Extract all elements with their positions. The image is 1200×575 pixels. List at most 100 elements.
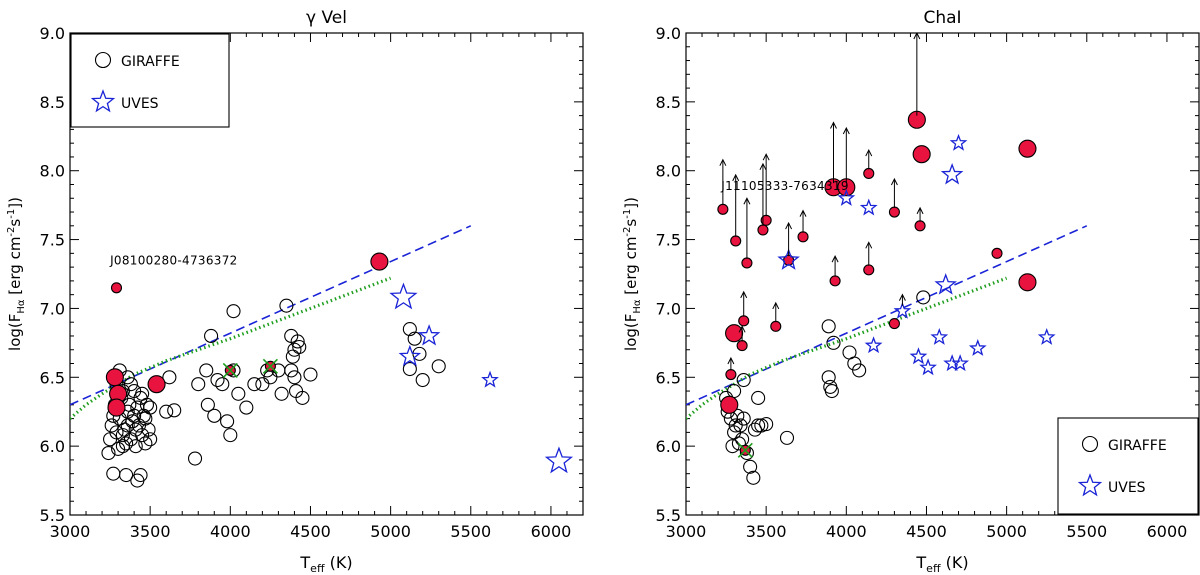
y-tick-label: 9.0 <box>656 24 681 43</box>
panel-chai: ChaI 3000 3500 4000 4500 5000 5500 6000 5.5 6.0 6.… <box>622 8 1200 575</box>
giraffe-point <box>187 451 203 466</box>
uves-point <box>837 188 856 206</box>
giraffe-point <box>728 418 743 433</box>
legend-circle-marker <box>1081 435 1099 453</box>
giraffe-point <box>143 432 158 447</box>
giraffe-point <box>117 422 132 437</box>
uves-point <box>777 248 800 270</box>
giraffe-point <box>115 428 130 443</box>
accretor-point <box>863 167 875 180</box>
arrow-head <box>865 148 873 157</box>
x-tick-label: 4000 <box>210 522 251 541</box>
accretor-point <box>741 257 753 269</box>
giraffe-point <box>736 372 751 388</box>
arrow-head <box>743 197 751 205</box>
giraffe-point <box>101 445 116 461</box>
y-tick-label: 6.0 <box>656 437 681 456</box>
panel-gamma-vel: γ Vel 3000 3500 4000 4500 5000 5500 6000 5.5 6.0 6… <box>6 8 584 575</box>
uves-point <box>544 446 574 474</box>
data-layer <box>70 225 574 488</box>
accretor-point <box>110 282 123 294</box>
accretor-point <box>105 368 124 387</box>
giraffe-point <box>736 411 751 426</box>
giraffe-point <box>159 404 174 419</box>
chart-title: ChaI <box>923 8 961 28</box>
giraffe-point <box>415 372 430 388</box>
dashed-threshold-line <box>70 225 472 406</box>
y-axis-label: log(FHα [erg cm-2s-1]) <box>622 197 643 351</box>
giraffe-point <box>746 470 761 485</box>
arrow-head <box>785 221 793 230</box>
giraffe-point <box>303 367 318 382</box>
accretor-point <box>147 375 166 394</box>
giraffe-point <box>239 400 254 415</box>
y-tick-label: 7.0 <box>40 299 65 318</box>
legend-label-giraffe: GIRAFFE <box>121 54 180 70</box>
dashed-threshold-line <box>686 225 1088 406</box>
giraffe-point <box>733 418 748 433</box>
accretor-point <box>912 145 931 164</box>
uves-point <box>893 301 912 319</box>
x-tick-label: 3000 <box>666 522 707 541</box>
accretor-point <box>725 324 744 343</box>
giraffe-point <box>743 459 758 474</box>
giraffe-point <box>759 417 774 432</box>
giraffe-point <box>285 349 300 364</box>
y-tick-label: 7.5 <box>656 231 681 250</box>
giraffe-point <box>135 386 150 401</box>
arrow-head <box>732 173 740 182</box>
giraffe-point <box>215 377 230 392</box>
giraffe-point <box>109 425 124 440</box>
giraffe-point <box>287 370 302 385</box>
giraffe-point <box>730 408 745 423</box>
y-tick-label: 9.0 <box>40 24 65 43</box>
uves-point <box>919 358 937 376</box>
uves-point <box>968 339 987 356</box>
giraffe-point <box>220 414 235 429</box>
giraffe-point <box>191 377 206 392</box>
giraffe-point <box>725 439 740 454</box>
x-tick-label: 3500 <box>130 522 171 541</box>
green-cross-marker <box>262 358 278 374</box>
giraffe-point <box>727 384 742 399</box>
arrow-head <box>913 33 921 40</box>
y-tick-label: 7.5 <box>40 231 65 250</box>
giraffe-point <box>138 436 153 451</box>
dotted-threshold-line <box>686 276 1008 420</box>
giraffe-point <box>138 411 153 426</box>
giraffe-point <box>402 322 417 337</box>
arrow-head <box>842 126 850 135</box>
giraffe-point <box>104 418 119 433</box>
giraffe-point <box>407 331 422 346</box>
giraffe-point <box>162 370 177 385</box>
arrow-head <box>865 241 873 249</box>
x-tick-label: 6000 <box>531 522 572 541</box>
giraffe-point <box>290 334 305 349</box>
green-cross-marker <box>222 362 238 378</box>
uves-point <box>864 336 883 354</box>
y-tick-label: 8.5 <box>40 93 65 112</box>
arrow-head <box>759 162 767 171</box>
arrow-head <box>738 325 746 333</box>
giraffe-point <box>231 386 246 401</box>
uves-point <box>417 324 441 346</box>
giraffe-point <box>210 372 225 388</box>
y-axis-label: log(FHα [erg cm-2s-1]) <box>6 197 27 351</box>
giraffe-point <box>128 422 143 437</box>
giraffe-point <box>731 436 746 451</box>
accretor-point <box>720 395 739 414</box>
uves-point <box>940 162 964 185</box>
giraffe-point <box>287 342 302 357</box>
giraffe-point <box>226 304 241 319</box>
giraffe-point <box>123 377 138 392</box>
y-tick-label: 6.0 <box>40 437 65 456</box>
chart-title: γ Vel <box>306 8 347 28</box>
accretor-point <box>914 220 926 232</box>
legend-label-uves: UVES <box>121 96 159 112</box>
accretor-point <box>770 320 782 332</box>
y-tick-label: 5.5 <box>656 506 681 525</box>
accretor-point <box>863 264 875 276</box>
giraffe-point <box>847 356 862 371</box>
star-id-annotation: J08100280-4736372 <box>109 253 238 267</box>
giraffe-point <box>824 384 839 399</box>
